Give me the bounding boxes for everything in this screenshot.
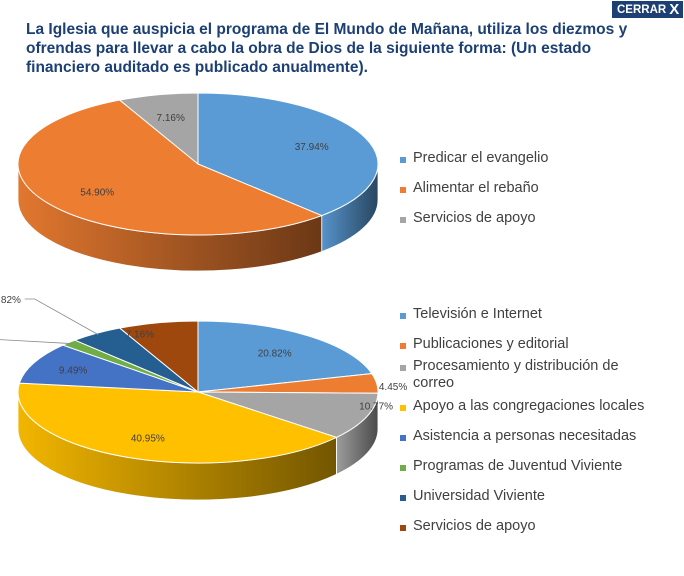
pie-2-label-5: 9.49% — [59, 366, 87, 377]
pie-1-label-3: 7.16% — [157, 113, 185, 124]
pie-2-label-4: 40.95% — [131, 434, 165, 445]
pie-2-slice-1 — [197, 320, 373, 393]
legend-swatch — [400, 365, 406, 371]
pie-1-label-2: 54.90% — [80, 187, 114, 198]
pie-chart-1: 37.94% 54.90% 7.16% — [17, 92, 379, 272]
legend-label: Servicios de apoyo — [413, 518, 536, 534]
pie-2-label-2: 4.45% — [379, 382, 407, 393]
legend-swatch — [400, 187, 406, 193]
pie-2-label-1: 20.82% — [258, 349, 292, 360]
legend-swatch — [400, 313, 406, 319]
legend-swatch — [400, 343, 406, 349]
legend-swatch — [400, 495, 406, 501]
legend-1-item-2: Alimentar el rebaño — [400, 180, 653, 197]
legend-label: Asistencia a personas necesitadas — [413, 428, 637, 444]
legend-label: Alimentar el rebaño — [413, 180, 539, 196]
close-icon: X — [669, 1, 680, 18]
legend-swatch — [400, 405, 406, 411]
legend-label: Procesamiento y distribución de correo — [413, 358, 619, 391]
close-button[interactable]: CERRAR X — [612, 1, 684, 18]
legend-swatch — [400, 525, 406, 531]
page-title: La Iglesia que auspicia el programa de E… — [26, 21, 628, 76]
pie-1-slice-1 — [197, 92, 379, 217]
pie-2-slice-5 — [18, 344, 199, 393]
pie-2-leader-7 — [24, 298, 99, 335]
legend-swatch — [400, 435, 406, 441]
pie-2-label-8: 7.16% — [126, 330, 154, 341]
pie-1-slice-2 — [17, 99, 324, 236]
pie-2-slice-4 — [17, 382, 338, 464]
legend-2-item-2: Publicaciones y editorial — [400, 336, 653, 353]
legend-label: Universidad Viviente — [413, 488, 545, 504]
legend-1-item-3: Servicios de apoyo — [400, 210, 653, 227]
pie-2-slice-8 — [118, 320, 199, 394]
legend-2-item-5: Asistencia a personas necesitadas — [400, 428, 653, 445]
legend-2-item-3: Procesamiento y distribución de correo — [400, 358, 628, 392]
legend-label: Publicaciones y editorial — [413, 336, 569, 352]
legend-swatch — [400, 157, 406, 163]
pie-1-slice-3 — [118, 92, 199, 166]
pie-2-label-3: 10.77% — [359, 401, 393, 412]
pie-2-slice-3 — [197, 391, 379, 438]
legend-label: Predicar el evangelio — [413, 150, 549, 166]
pie-chart-2: 20.82%4.45%10.77%40.95%9.49%1.54%4.82%7.… — [0, 295, 407, 501]
legend-2-item-4: Apoyo a las congregaciones locales — [400, 398, 653, 415]
legend-1-item-1: Predicar el evangelio — [400, 150, 653, 167]
legend-swatch — [400, 217, 406, 223]
legend-swatch — [400, 465, 406, 471]
legend-2-item-1: Televisión e Internet — [400, 306, 653, 323]
legend-2-item-6: Programas de Juventud Viviente — [400, 458, 653, 475]
close-button-label: CERRAR — [617, 3, 667, 16]
legend-label: Televisión e Internet — [413, 306, 542, 322]
legend-label: Programas de Juventud Viviente — [413, 458, 623, 474]
legend-2-item-7: Universidad Viviente — [400, 488, 653, 505]
pie-2-label-7: 4.82% — [0, 295, 21, 306]
legend-label: Apoyo a las congregaciones locales — [413, 398, 645, 414]
legend-label: Servicios de apoyo — [413, 210, 536, 226]
legend-2-item-8: Servicios de apoyo — [400, 518, 653, 535]
pie-1-label-1: 37.94% — [295, 142, 329, 153]
pie-2-leader-6 — [0, 339, 72, 344]
